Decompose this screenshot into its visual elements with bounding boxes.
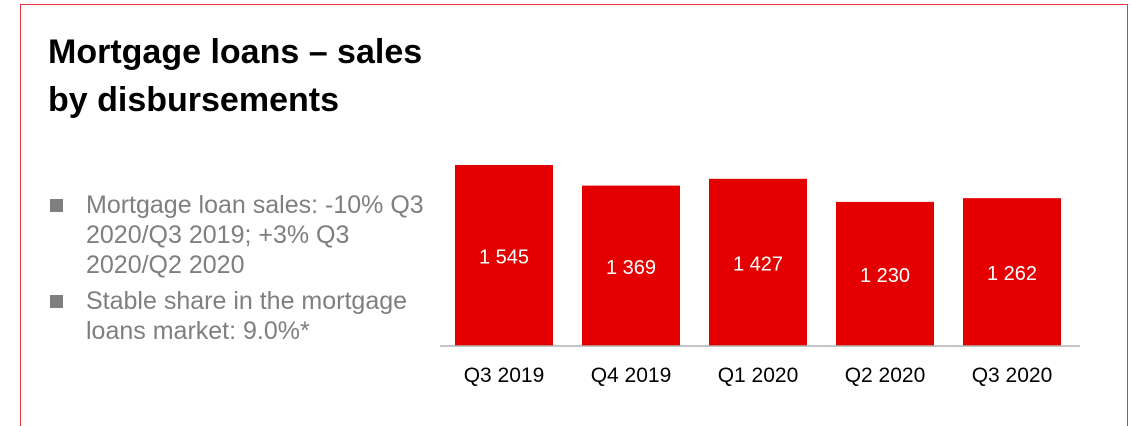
bar (963, 198, 1061, 346)
bar-value-label: 1 545 (479, 247, 529, 269)
bullet-list: Mortgage loan sales: -10% Q3 2020/Q3 201… (48, 190, 428, 352)
bar-value-label: 1 262 (987, 263, 1037, 285)
square-bullet-icon (50, 199, 63, 212)
slide-title: Mortgage loans – sales by disbursements (48, 33, 423, 119)
bar (709, 178, 807, 346)
x-tick-label: Q4 2019 (591, 364, 672, 387)
bar (582, 185, 680, 346)
bar-value-label: 1 427 (733, 253, 783, 275)
bar-chart: 1 545 Q3 2019 1 369 Q4 2019 1 427 Q1 2020 1 23… (440, 150, 1090, 405)
square-bullet-icon (50, 295, 63, 308)
x-tick-label: Q1 2020 (718, 364, 799, 387)
bar (836, 201, 934, 346)
slide-frame (20, 4, 1128, 426)
bullet-item: Stable share in the mortgage loans marke… (48, 286, 428, 346)
bullet-text: Stable share in the mortgage loans marke… (86, 287, 408, 345)
x-tick-label: Q2 2020 (845, 364, 926, 387)
bar-value-label: 1 230 (860, 265, 910, 287)
bar-value-label: 1 369 (606, 257, 656, 279)
bullet-text: Mortgage loan sales: -10% Q3 2020/Q3 201… (86, 191, 424, 279)
x-tick-label: Q3 2019 (464, 364, 545, 387)
bullet-item: Mortgage loan sales: -10% Q3 2020/Q3 201… (48, 190, 428, 280)
bar (455, 165, 553, 346)
x-tick-label: Q3 2020 (972, 364, 1053, 387)
